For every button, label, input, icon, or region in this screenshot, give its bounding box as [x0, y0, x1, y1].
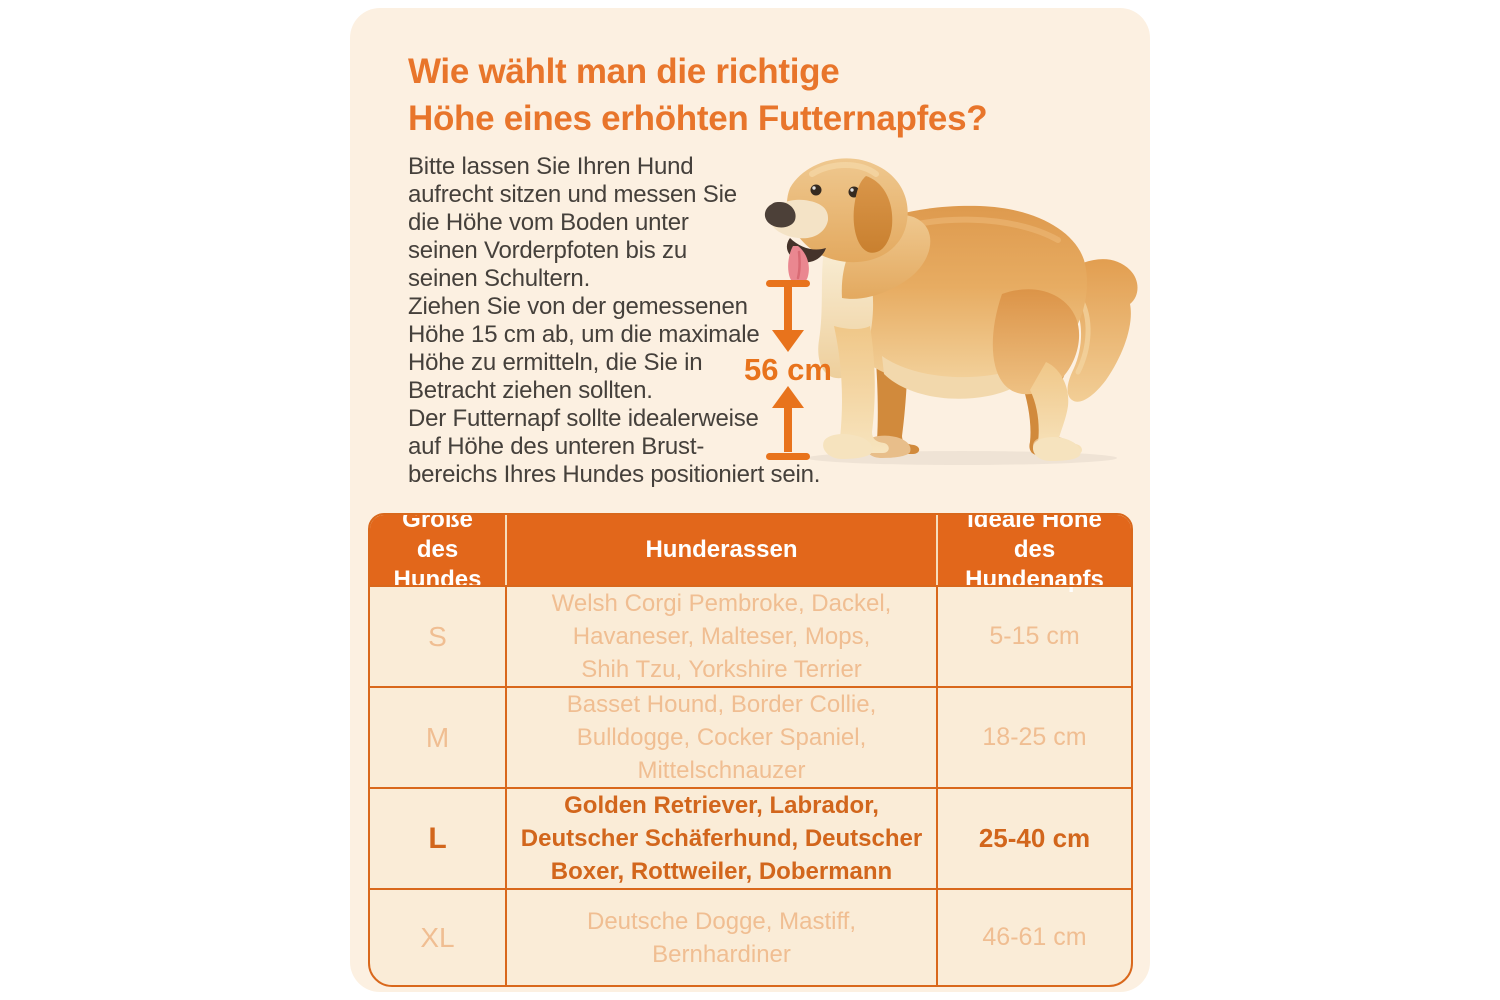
cell-height-s: 5-15 cm	[936, 585, 1131, 686]
table-row-xl: XL Deutsche Dogge, Mastiff, Bernhardiner…	[370, 888, 1131, 985]
dog-photo	[764, 158, 1138, 465]
table-row-m: M Basset Hound, Border Collie, Bulldogge…	[370, 686, 1131, 787]
col-header-bowl-height: Ideale Höhe des Hundenapfs	[936, 515, 1131, 593]
dog-eye-left	[810, 184, 822, 196]
dog-ear	[853, 176, 893, 253]
cell-breeds-xl: Deutsche Dogge, Mastiff, Bernhardiner	[505, 888, 936, 985]
cell-breeds-l: Golden Retriever, Labrador, Deutscher Sc…	[505, 787, 936, 888]
dog-near-rear-leg	[1030, 362, 1082, 461]
measurement-label: 56 cm	[744, 352, 832, 387]
cell-height-xl: 46-61 cm	[936, 888, 1131, 985]
cell-height-l: 25-40 cm	[936, 787, 1131, 888]
dog-near-front-leg	[823, 326, 889, 459]
instructions-text: Bitte lassen Sie Ihren Hund aufrecht sit…	[408, 153, 821, 488]
size-table: Größe des Hundes Hunderassen Ideale Höhe…	[368, 513, 1133, 987]
dog-nose	[764, 202, 796, 228]
col-header-dog-size: Größe des Hundes	[393, 513, 482, 593]
cell-breeds-m: Basset Hound, Border Collie, Bulldogge, …	[505, 686, 936, 787]
cell-size-xl: XL	[370, 888, 505, 985]
dog-head	[764, 158, 931, 299]
col-header-breeds: Hunderassen	[505, 515, 936, 585]
cell-height-m: 18-25 cm	[936, 686, 1131, 787]
table-row-s: S Welsh Corgi Pembroke, Dackel, Havanese…	[370, 585, 1131, 686]
table-row-l-highlighted: L Golden Retriever, Labrador, Deutscher …	[370, 787, 1131, 888]
cell-size-m: M	[370, 686, 505, 787]
cell-size-s: S	[370, 585, 505, 686]
page-title: Wie wählt man die richtige Höhe eines er…	[408, 52, 988, 138]
table-header-row: Größe des Hundes Hunderassen Ideale Höhe…	[370, 513, 1131, 593]
measure-arrow-icon	[766, 280, 810, 460]
cell-size-l: L	[370, 787, 505, 888]
cell-breeds-s: Welsh Corgi Pembroke, Dackel, Havaneser,…	[505, 585, 936, 686]
infographic-card: Wie wählt man die richtige Höhe eines er…	[350, 8, 1150, 992]
